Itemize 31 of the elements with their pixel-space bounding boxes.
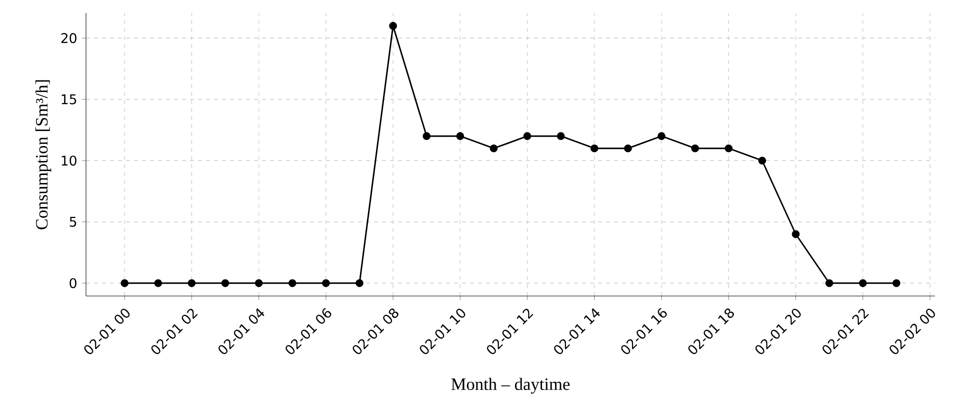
point xyxy=(523,132,532,140)
y-tick-label: 20 xyxy=(61,33,76,44)
point xyxy=(624,144,632,152)
y-axis-title: Consumption [Sm³/h] xyxy=(35,80,52,230)
y-tick-label: 5 xyxy=(70,216,76,227)
y-tick-label: 15 xyxy=(62,94,76,104)
point xyxy=(422,132,431,140)
point xyxy=(288,279,296,288)
point xyxy=(188,279,196,288)
point xyxy=(658,132,666,140)
point xyxy=(456,132,464,140)
point xyxy=(758,156,766,165)
point xyxy=(389,22,397,30)
point xyxy=(356,279,364,288)
point xyxy=(590,144,598,152)
point xyxy=(120,279,129,288)
point xyxy=(154,279,162,288)
point xyxy=(892,279,900,288)
point xyxy=(556,132,565,140)
point xyxy=(691,144,700,152)
point xyxy=(858,279,867,288)
x-axis-title: Month – daytime xyxy=(451,378,570,394)
y-tick-label: 10 xyxy=(62,156,76,166)
point xyxy=(221,279,230,288)
point xyxy=(322,279,330,288)
point xyxy=(254,279,263,288)
point xyxy=(825,279,834,288)
point xyxy=(490,144,498,152)
y-tick-label: 0 xyxy=(70,278,76,288)
point xyxy=(724,144,733,152)
point xyxy=(792,230,800,238)
